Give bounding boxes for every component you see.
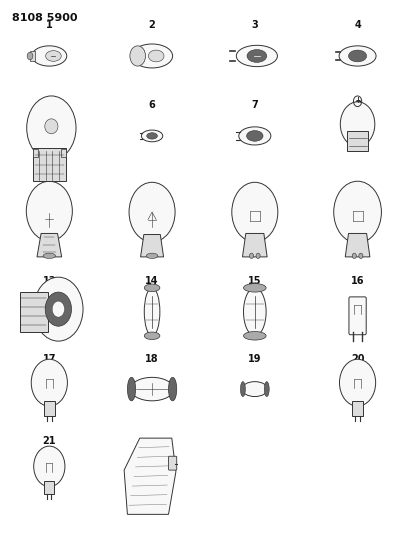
Text: 18: 18 [145, 353, 159, 364]
Ellipse shape [144, 284, 160, 292]
Ellipse shape [32, 46, 67, 66]
Ellipse shape [144, 288, 160, 336]
Polygon shape [44, 401, 55, 416]
Ellipse shape [247, 50, 267, 62]
Polygon shape [141, 235, 164, 257]
Text: 13: 13 [43, 276, 56, 286]
Ellipse shape [130, 46, 145, 66]
Ellipse shape [144, 332, 160, 340]
Text: 6: 6 [149, 100, 155, 110]
Ellipse shape [349, 50, 367, 62]
Text: 15: 15 [248, 276, 261, 286]
Circle shape [27, 52, 33, 60]
Ellipse shape [141, 130, 163, 142]
Text: 22: 22 [145, 444, 159, 454]
FancyBboxPatch shape [169, 456, 177, 470]
Text: 9: 9 [46, 188, 53, 198]
Text: 7: 7 [252, 100, 258, 110]
Ellipse shape [239, 127, 271, 145]
FancyBboxPatch shape [20, 292, 48, 332]
Circle shape [256, 253, 260, 259]
Ellipse shape [339, 46, 376, 66]
Ellipse shape [243, 332, 266, 340]
Ellipse shape [264, 382, 269, 397]
Text: 20: 20 [351, 353, 364, 364]
Circle shape [45, 292, 72, 326]
Circle shape [27, 96, 76, 160]
Circle shape [31, 359, 67, 406]
Polygon shape [352, 401, 363, 416]
Circle shape [26, 181, 72, 241]
Circle shape [359, 253, 363, 259]
Text: 16: 16 [351, 276, 364, 286]
Bar [33, 149, 38, 157]
Text: 1: 1 [46, 20, 53, 30]
Circle shape [34, 446, 65, 487]
Circle shape [232, 182, 278, 242]
Text: 12: 12 [351, 188, 364, 198]
Ellipse shape [169, 377, 177, 401]
Ellipse shape [247, 131, 263, 141]
FancyBboxPatch shape [33, 148, 66, 181]
Circle shape [352, 253, 356, 259]
Polygon shape [124, 438, 176, 514]
Ellipse shape [45, 119, 58, 134]
Ellipse shape [240, 382, 245, 397]
Text: 17: 17 [43, 353, 56, 364]
Circle shape [129, 182, 175, 242]
Ellipse shape [148, 50, 164, 62]
Ellipse shape [43, 253, 55, 259]
Ellipse shape [130, 377, 174, 401]
Bar [30, 51, 35, 61]
Circle shape [334, 181, 381, 243]
Text: 5: 5 [46, 100, 53, 110]
Text: 11: 11 [248, 188, 261, 198]
Ellipse shape [132, 44, 173, 68]
Circle shape [34, 277, 83, 341]
Bar [61, 149, 66, 157]
Polygon shape [345, 233, 370, 257]
FancyBboxPatch shape [347, 131, 368, 151]
Ellipse shape [243, 284, 266, 292]
Text: 8: 8 [354, 100, 361, 110]
Ellipse shape [242, 382, 268, 397]
Ellipse shape [243, 288, 266, 336]
Circle shape [52, 301, 65, 317]
Polygon shape [44, 481, 54, 494]
Text: 19: 19 [248, 353, 261, 364]
Ellipse shape [147, 133, 157, 139]
Text: 4: 4 [354, 20, 361, 30]
FancyBboxPatch shape [349, 297, 366, 335]
Circle shape [340, 102, 375, 147]
Ellipse shape [46, 51, 61, 61]
Ellipse shape [127, 377, 136, 401]
Circle shape [249, 253, 254, 259]
Text: 8108 5900: 8108 5900 [12, 13, 78, 23]
Ellipse shape [146, 253, 158, 259]
Text: 3: 3 [252, 20, 258, 30]
Text: 2: 2 [149, 20, 155, 30]
Text: 14: 14 [145, 276, 159, 286]
Polygon shape [37, 233, 62, 257]
Ellipse shape [236, 45, 277, 67]
Polygon shape [242, 233, 267, 257]
Circle shape [339, 359, 376, 406]
Text: 21: 21 [43, 436, 56, 446]
Text: 10: 10 [145, 188, 159, 198]
